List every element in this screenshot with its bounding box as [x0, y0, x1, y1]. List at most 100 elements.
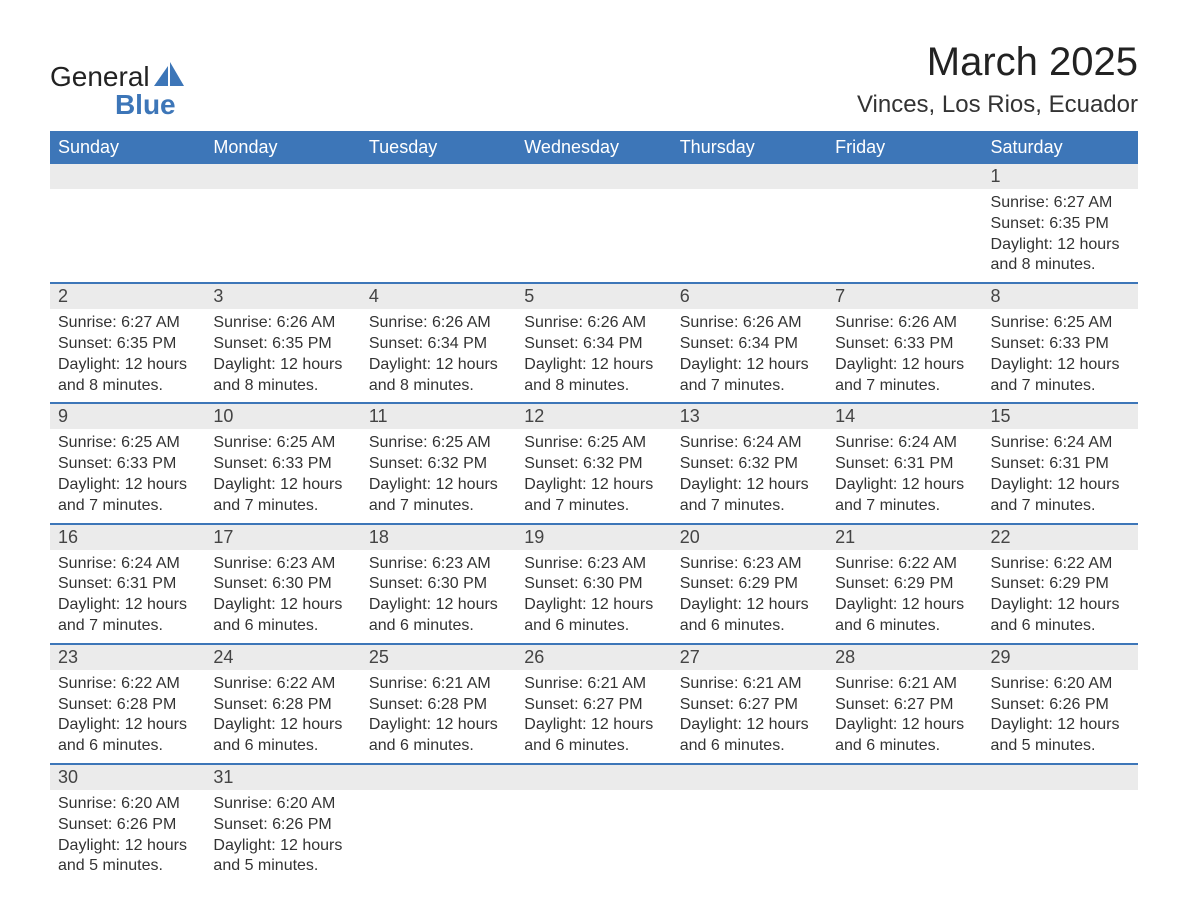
day-details: Sunrise: 6:25 AMSunset: 6:33 PMDaylight:… — [983, 309, 1138, 402]
sunset-text: Sunset: 6:32 PM — [524, 454, 663, 475]
calendar-day-cell: 7Sunrise: 6:26 AMSunset: 6:33 PMDaylight… — [827, 283, 982, 403]
day-number: 4 — [361, 284, 516, 309]
calendar-day-cell: 25Sunrise: 6:21 AMSunset: 6:28 PMDayligh… — [361, 644, 516, 764]
day-details: Sunrise: 6:24 AMSunset: 6:31 PMDaylight:… — [50, 550, 205, 643]
day-details — [983, 790, 1138, 870]
day-details: Sunrise: 6:24 AMSunset: 6:32 PMDaylight:… — [672, 429, 827, 522]
calendar-day-cell — [983, 764, 1138, 883]
day-details: Sunrise: 6:24 AMSunset: 6:31 PMDaylight:… — [983, 429, 1138, 522]
calendar-day-cell — [516, 764, 671, 883]
calendar-day-cell: 20Sunrise: 6:23 AMSunset: 6:29 PMDayligh… — [672, 524, 827, 644]
day-number: 13 — [672, 404, 827, 429]
sunset-text: Sunset: 6:33 PM — [58, 454, 197, 475]
daylight-text: Daylight: 12 hours and 6 minutes. — [213, 595, 352, 637]
day-details: Sunrise: 6:23 AMSunset: 6:30 PMDaylight:… — [205, 550, 360, 643]
day-details: Sunrise: 6:22 AMSunset: 6:29 PMDaylight:… — [983, 550, 1138, 643]
weekday-header: Tuesday — [361, 131, 516, 164]
day-number: 3 — [205, 284, 360, 309]
daylight-text: Daylight: 12 hours and 7 minutes. — [369, 475, 508, 517]
sunrise-text: Sunrise: 6:23 AM — [369, 554, 508, 575]
calendar-day-cell: 27Sunrise: 6:21 AMSunset: 6:27 PMDayligh… — [672, 644, 827, 764]
day-details: Sunrise: 6:20 AMSunset: 6:26 PMDaylight:… — [983, 670, 1138, 763]
sunset-text: Sunset: 6:35 PM — [58, 334, 197, 355]
day-details — [516, 189, 671, 269]
calendar-day-cell: 26Sunrise: 6:21 AMSunset: 6:27 PMDayligh… — [516, 644, 671, 764]
sunrise-text: Sunrise: 6:20 AM — [213, 794, 352, 815]
day-number: 18 — [361, 525, 516, 550]
daylight-text: Daylight: 12 hours and 7 minutes. — [991, 355, 1130, 397]
weekday-header: Wednesday — [516, 131, 671, 164]
calendar-day-cell: 9Sunrise: 6:25 AMSunset: 6:33 PMDaylight… — [50, 403, 205, 523]
calendar-day-cell — [827, 164, 982, 283]
day-number — [50, 164, 205, 189]
sunrise-text: Sunrise: 6:25 AM — [369, 433, 508, 454]
sunset-text: Sunset: 6:28 PM — [213, 695, 352, 716]
calendar-day-cell: 10Sunrise: 6:25 AMSunset: 6:33 PMDayligh… — [205, 403, 360, 523]
day-details — [827, 189, 982, 269]
daylight-text: Daylight: 12 hours and 6 minutes. — [369, 595, 508, 637]
day-number: 1 — [983, 164, 1138, 189]
calendar-day-cell — [361, 164, 516, 283]
day-details: Sunrise: 6:21 AMSunset: 6:27 PMDaylight:… — [516, 670, 671, 763]
sunrise-text: Sunrise: 6:21 AM — [369, 674, 508, 695]
calendar-day-cell: 21Sunrise: 6:22 AMSunset: 6:29 PMDayligh… — [827, 524, 982, 644]
weekday-header: Monday — [205, 131, 360, 164]
day-number: 16 — [50, 525, 205, 550]
weekday-header: Thursday — [672, 131, 827, 164]
day-number — [516, 765, 671, 790]
sunrise-text: Sunrise: 6:26 AM — [835, 313, 974, 334]
sunset-text: Sunset: 6:30 PM — [213, 574, 352, 595]
day-details — [827, 790, 982, 870]
day-number: 2 — [50, 284, 205, 309]
sunset-text: Sunset: 6:26 PM — [991, 695, 1130, 716]
calendar-day-cell: 30Sunrise: 6:20 AMSunset: 6:26 PMDayligh… — [50, 764, 205, 883]
sail-icon — [154, 62, 184, 91]
calendar-day-cell — [205, 164, 360, 283]
daylight-text: Daylight: 12 hours and 7 minutes. — [835, 355, 974, 397]
sunset-text: Sunset: 6:29 PM — [991, 574, 1130, 595]
sunset-text: Sunset: 6:35 PM — [213, 334, 352, 355]
sunset-text: Sunset: 6:30 PM — [524, 574, 663, 595]
day-number: 22 — [983, 525, 1138, 550]
day-details: Sunrise: 6:22 AMSunset: 6:28 PMDaylight:… — [205, 670, 360, 763]
day-number — [983, 765, 1138, 790]
day-details: Sunrise: 6:24 AMSunset: 6:31 PMDaylight:… — [827, 429, 982, 522]
day-details: Sunrise: 6:26 AMSunset: 6:35 PMDaylight:… — [205, 309, 360, 402]
day-details: Sunrise: 6:26 AMSunset: 6:34 PMDaylight:… — [361, 309, 516, 402]
daylight-text: Daylight: 12 hours and 6 minutes. — [58, 715, 197, 757]
sunset-text: Sunset: 6:32 PM — [369, 454, 508, 475]
daylight-text: Daylight: 12 hours and 8 minutes. — [991, 235, 1130, 277]
calendar-day-cell: 14Sunrise: 6:24 AMSunset: 6:31 PMDayligh… — [827, 403, 982, 523]
calendar-day-cell: 11Sunrise: 6:25 AMSunset: 6:32 PMDayligh… — [361, 403, 516, 523]
sunrise-text: Sunrise: 6:22 AM — [835, 554, 974, 575]
day-details: Sunrise: 6:20 AMSunset: 6:26 PMDaylight:… — [50, 790, 205, 883]
calendar-day-cell: 17Sunrise: 6:23 AMSunset: 6:30 PMDayligh… — [205, 524, 360, 644]
day-number — [205, 164, 360, 189]
daylight-text: Daylight: 12 hours and 7 minutes. — [524, 475, 663, 517]
calendar-week-row: 23Sunrise: 6:22 AMSunset: 6:28 PMDayligh… — [50, 644, 1138, 764]
day-number: 31 — [205, 765, 360, 790]
day-details — [205, 189, 360, 269]
calendar-table: Sunday Monday Tuesday Wednesday Thursday… — [50, 131, 1138, 883]
day-number: 14 — [827, 404, 982, 429]
calendar-day-cell: 31Sunrise: 6:20 AMSunset: 6:26 PMDayligh… — [205, 764, 360, 883]
day-details — [672, 790, 827, 870]
day-number: 10 — [205, 404, 360, 429]
day-number: 30 — [50, 765, 205, 790]
calendar-day-cell: 23Sunrise: 6:22 AMSunset: 6:28 PMDayligh… — [50, 644, 205, 764]
calendar-day-cell — [361, 764, 516, 883]
calendar-week-row: 9Sunrise: 6:25 AMSunset: 6:33 PMDaylight… — [50, 403, 1138, 523]
sunrise-text: Sunrise: 6:23 AM — [680, 554, 819, 575]
day-details: Sunrise: 6:21 AMSunset: 6:27 PMDaylight:… — [827, 670, 982, 763]
sunset-text: Sunset: 6:30 PM — [369, 574, 508, 595]
calendar-day-cell — [50, 164, 205, 283]
calendar-day-cell: 1Sunrise: 6:27 AMSunset: 6:35 PMDaylight… — [983, 164, 1138, 283]
day-number: 25 — [361, 645, 516, 670]
day-number — [672, 765, 827, 790]
day-number: 17 — [205, 525, 360, 550]
day-details: Sunrise: 6:27 AMSunset: 6:35 PMDaylight:… — [50, 309, 205, 402]
day-number: 27 — [672, 645, 827, 670]
sunrise-text: Sunrise: 6:25 AM — [213, 433, 352, 454]
day-details: Sunrise: 6:22 AMSunset: 6:28 PMDaylight:… — [50, 670, 205, 763]
daylight-text: Daylight: 12 hours and 8 minutes. — [213, 355, 352, 397]
